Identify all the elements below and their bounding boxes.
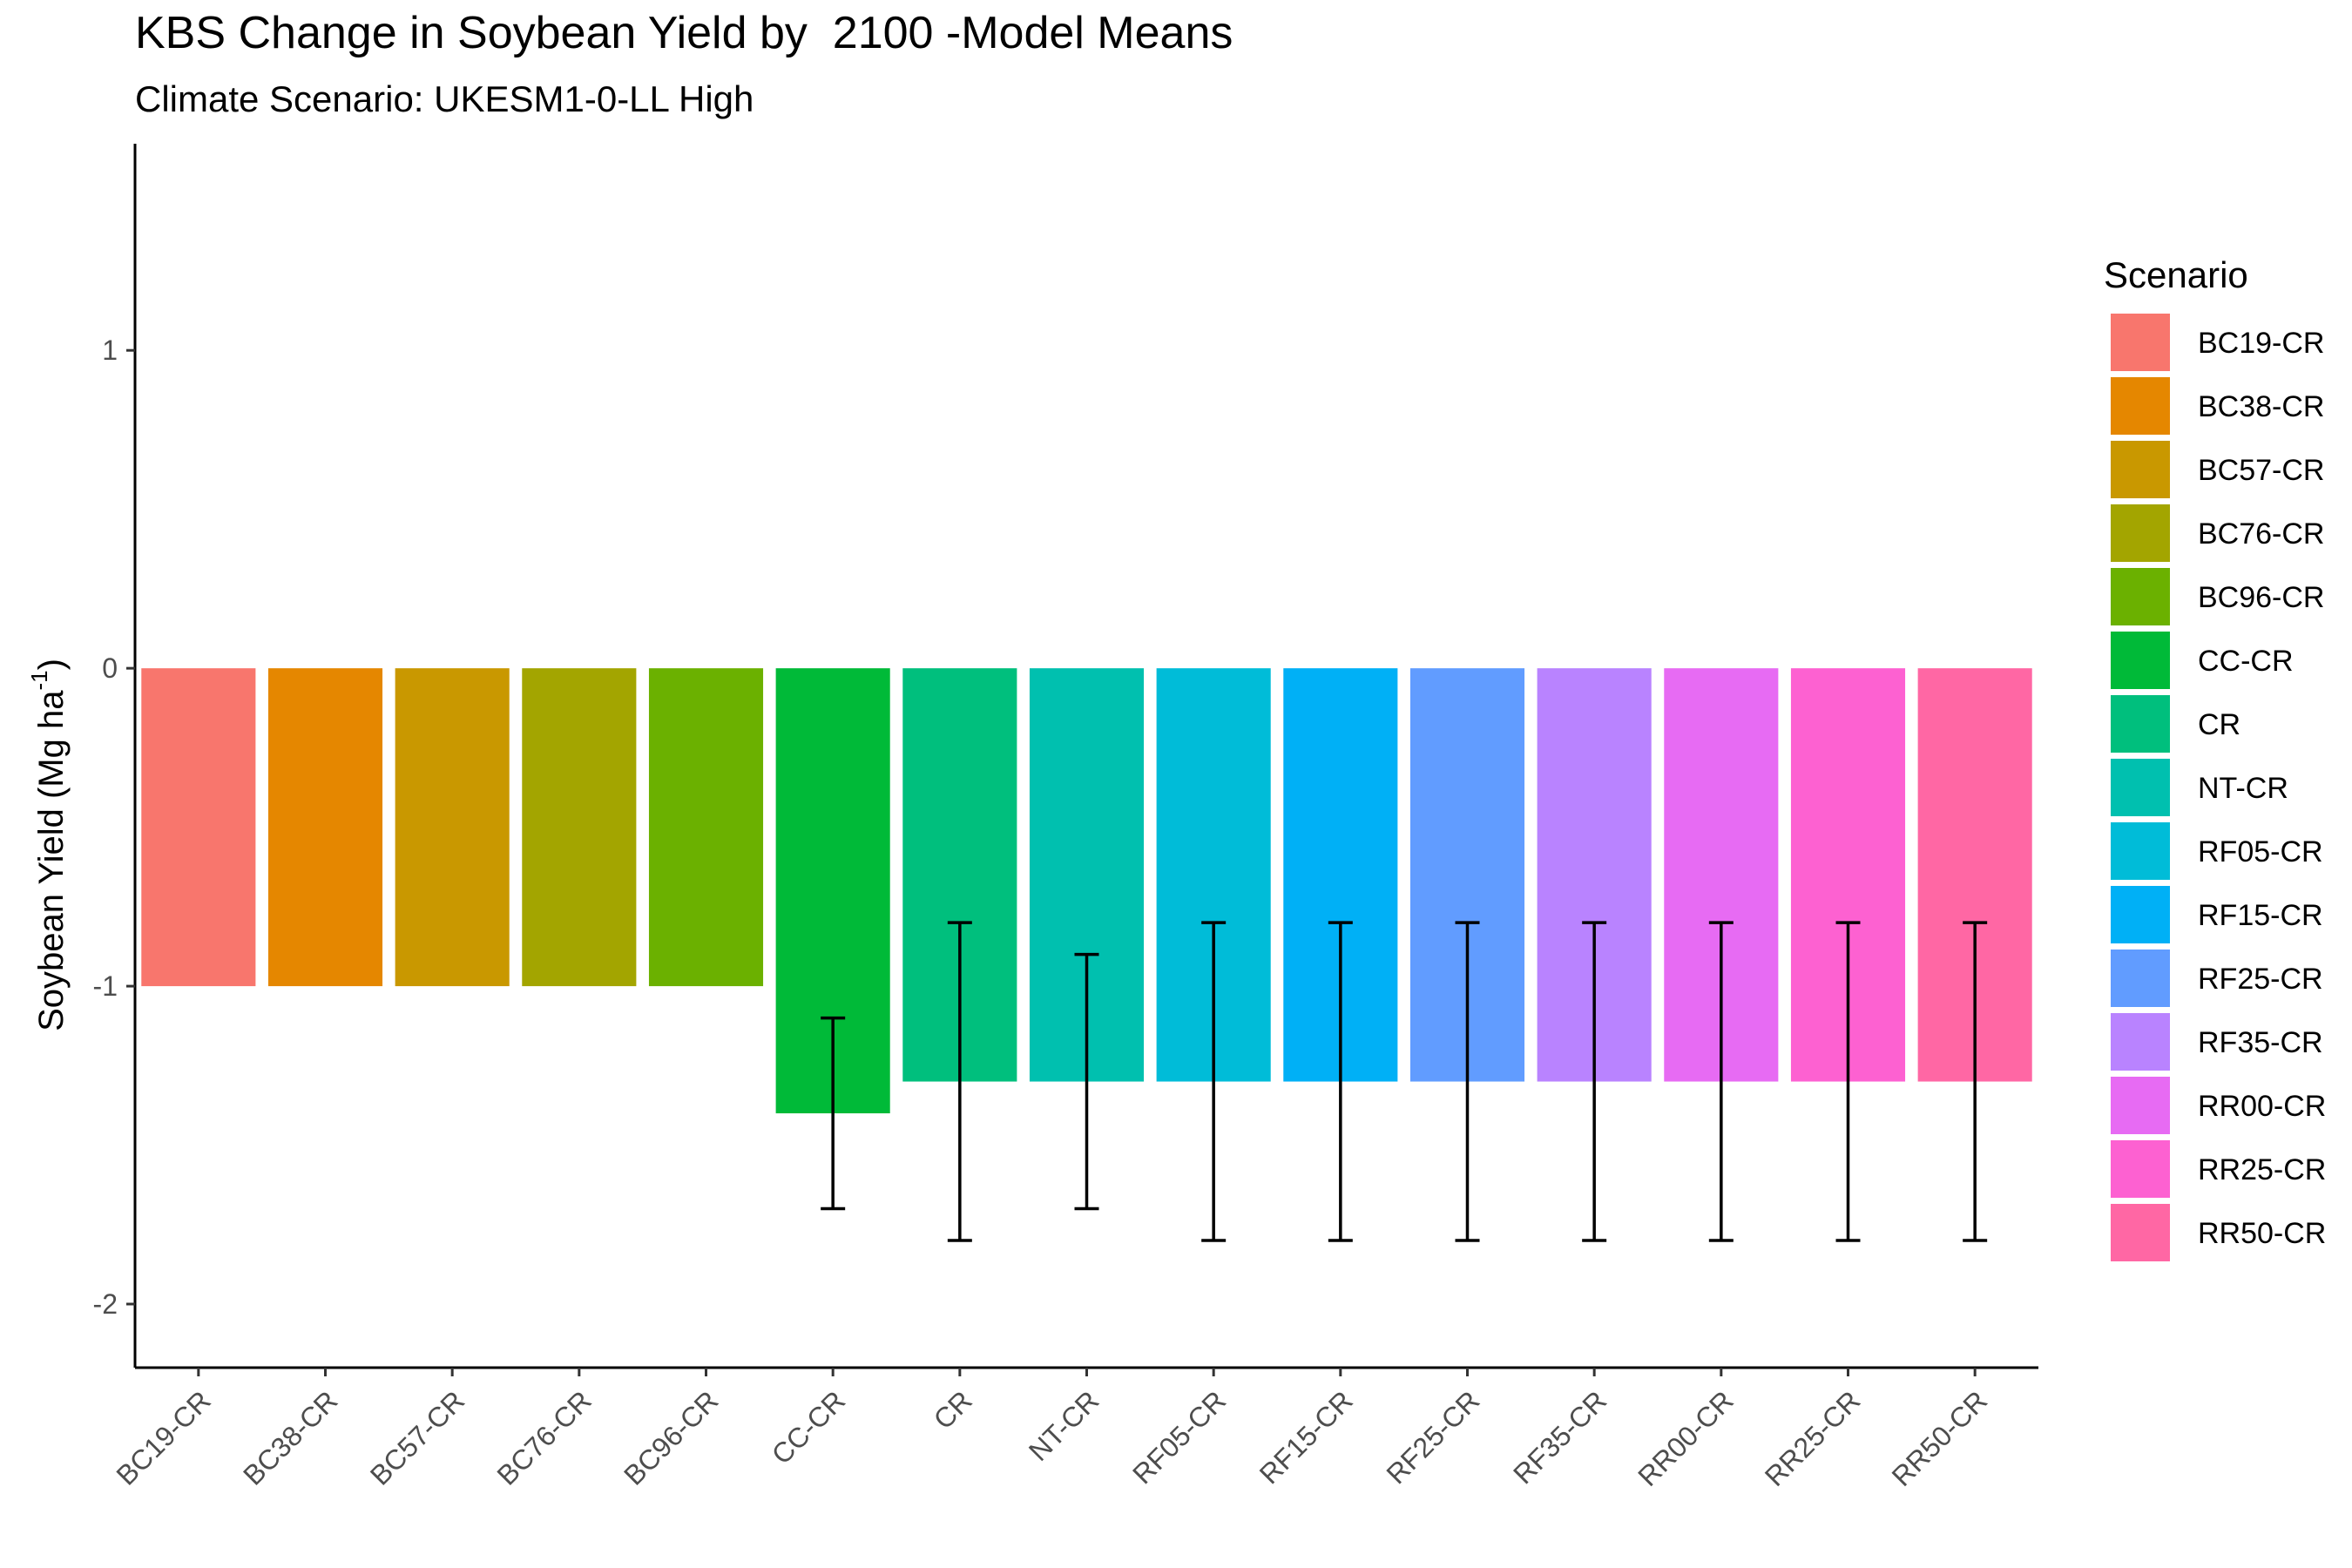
legend-label: BC76-CR [2198, 517, 2324, 551]
legend-label: BC96-CR [2198, 581, 2324, 614]
legend-item-rr00-cr: RR00-CR [2111, 1077, 2326, 1134]
legend-key [2111, 886, 2170, 943]
error-bar-rf05-cr [1201, 921, 1227, 1242]
legend-label: CC-CR [2198, 645, 2294, 678]
legend-item-bc96-cr: BC96-CR [2111, 568, 2324, 625]
y-axis-title: Soybean Yield (Mg ha-1) [26, 659, 71, 1031]
x-tick-label-rf05-cr: RF05-CR [1126, 1384, 1232, 1490]
legend-item-rf25-cr: RF25-CR [2111, 950, 2323, 1007]
x-tick-label-bc38-cr: BC38-CR [237, 1384, 343, 1490]
y-tick-label: 1 [102, 335, 118, 366]
x-tick-label-rr50-cr: RR50-CR [1886, 1384, 1994, 1492]
legend-label: BC57-CR [2198, 454, 2324, 487]
error-bar-rf25-cr [1455, 921, 1480, 1242]
legend-key [2111, 632, 2170, 689]
y-axis-ticks: 1 0 -1 -2 [93, 335, 135, 1320]
legend-label: NT-CR [2198, 772, 2288, 805]
x-tick-label-cr: CR [928, 1384, 978, 1435]
legend-label: RF15-CR [2198, 899, 2323, 932]
x-axis-ticks: BC19-CR BC38-CR BC57-CR BC76-CR BC96-CR CC-CR… [111, 1368, 1994, 1492]
x-tick-label-bc76-cr: BC76-CR [491, 1384, 598, 1490]
y-axis-title-main: Soybean Yield (Mg ha [32, 690, 71, 1031]
x-tick-label-rf25-cr: RF25-CR [1380, 1384, 1485, 1490]
legend-key [2111, 314, 2170, 371]
x-tick-label-bc19-cr: BC19-CR [111, 1384, 217, 1490]
legend-key [2111, 504, 2170, 562]
legend-item-rf15-cr: RF15-CR [2111, 886, 2323, 943]
x-tick-label-cc-cr: CC-CR [766, 1384, 851, 1470]
error-bar-nt-cr [1074, 952, 1099, 1211]
error-bar-rf15-cr [1328, 921, 1353, 1242]
x-tick-label-bc96-cr: BC96-CR [618, 1384, 724, 1490]
bar-bc76-cr [522, 668, 637, 987]
legend-key [2111, 822, 2170, 880]
legend-key [2111, 377, 2170, 435]
legend-item-bc76-cr: BC76-CR [2111, 504, 2324, 562]
legend-key [2111, 568, 2170, 625]
chart-title: KBS Change in Soybean Yield by 2100 -Mod… [135, 8, 1233, 58]
legend-label: RF05-CR [2198, 835, 2323, 868]
legend-key [2111, 1204, 2170, 1261]
legend-label: RF35-CR [2198, 1026, 2323, 1059]
legend-item-nt-cr: NT-CR [2111, 759, 2288, 816]
legend-label: RR25-CR [2198, 1153, 2326, 1186]
error-bars-group [821, 921, 1988, 1242]
legend-item-rr50-cr: RR50-CR [2111, 1204, 2326, 1261]
legend-key [2111, 950, 2170, 1007]
y-tick-label: 0 [102, 652, 118, 684]
legend-label: BC38-CR [2198, 390, 2324, 423]
legend-item-rr25-cr: RR25-CR [2111, 1140, 2326, 1198]
legend-key [2111, 1077, 2170, 1134]
x-tick-label-rf35-cr: RF35-CR [1507, 1384, 1612, 1490]
legend-key [2111, 759, 2170, 816]
x-tick-label-rr25-cr: RR25-CR [1759, 1384, 1867, 1492]
chart-subtitle: Climate Scenario: UKESM1-0-LL High [135, 78, 754, 119]
y-tick-label: -1 [93, 970, 118, 1002]
x-tick-label-nt-cr: NT-CR [1023, 1384, 1105, 1467]
legend-key [2111, 1140, 2170, 1198]
legend-label: RR00-CR [2198, 1090, 2326, 1123]
error-bar-rr50-cr [1963, 921, 1988, 1242]
legend: Scenario BC19-CR BC38-CR BC57-CR BC76-CR BC9… [2104, 254, 2326, 1261]
legend-item-cr: CR [2111, 695, 2240, 753]
x-tick-label-bc57-cr: BC57-CR [364, 1384, 470, 1490]
legend-key [2111, 1013, 2170, 1071]
legend-label: RR50-CR [2198, 1217, 2326, 1250]
error-bar-rr00-cr [1708, 921, 1734, 1242]
bar-bc19-cr [141, 668, 256, 987]
bar-bc96-cr [648, 668, 764, 987]
legend-title: Scenario [2104, 254, 2248, 295]
legend-item-rf35-cr: RF35-CR [2111, 1013, 2323, 1071]
legend-item-bc19-cr: BC19-CR [2111, 314, 2324, 371]
legend-label: BC19-CR [2198, 327, 2324, 360]
y-tick-label: -2 [93, 1288, 118, 1320]
legend-key [2111, 441, 2170, 498]
y-axis-title-superscript: -1 [26, 670, 52, 690]
legend-item-cc-cr: CC-CR [2111, 632, 2294, 689]
x-tick-label-rf15-cr: RF15-CR [1254, 1384, 1359, 1490]
legend-key [2111, 695, 2170, 753]
legend-item-bc57-cr: BC57-CR [2111, 441, 2324, 498]
legend-item-rf05-cr: RF05-CR [2111, 822, 2323, 880]
legend-item-bc38-cr: BC38-CR [2111, 377, 2324, 435]
bar-bc57-cr [395, 668, 510, 987]
error-bar-cr [947, 921, 972, 1242]
error-bar-rf35-cr [1582, 921, 1607, 1242]
legend-label: CR [2198, 708, 2240, 741]
x-tick-label-rr00-cr: RR00-CR [1632, 1384, 1740, 1492]
legend-label: RF25-CR [2198, 963, 2323, 996]
bar-bc38-cr [267, 668, 383, 987]
error-bar-rr25-cr [1835, 921, 1861, 1242]
error-bar-cc-cr [821, 1016, 846, 1211]
y-axis-title-close: ) [32, 659, 71, 670]
